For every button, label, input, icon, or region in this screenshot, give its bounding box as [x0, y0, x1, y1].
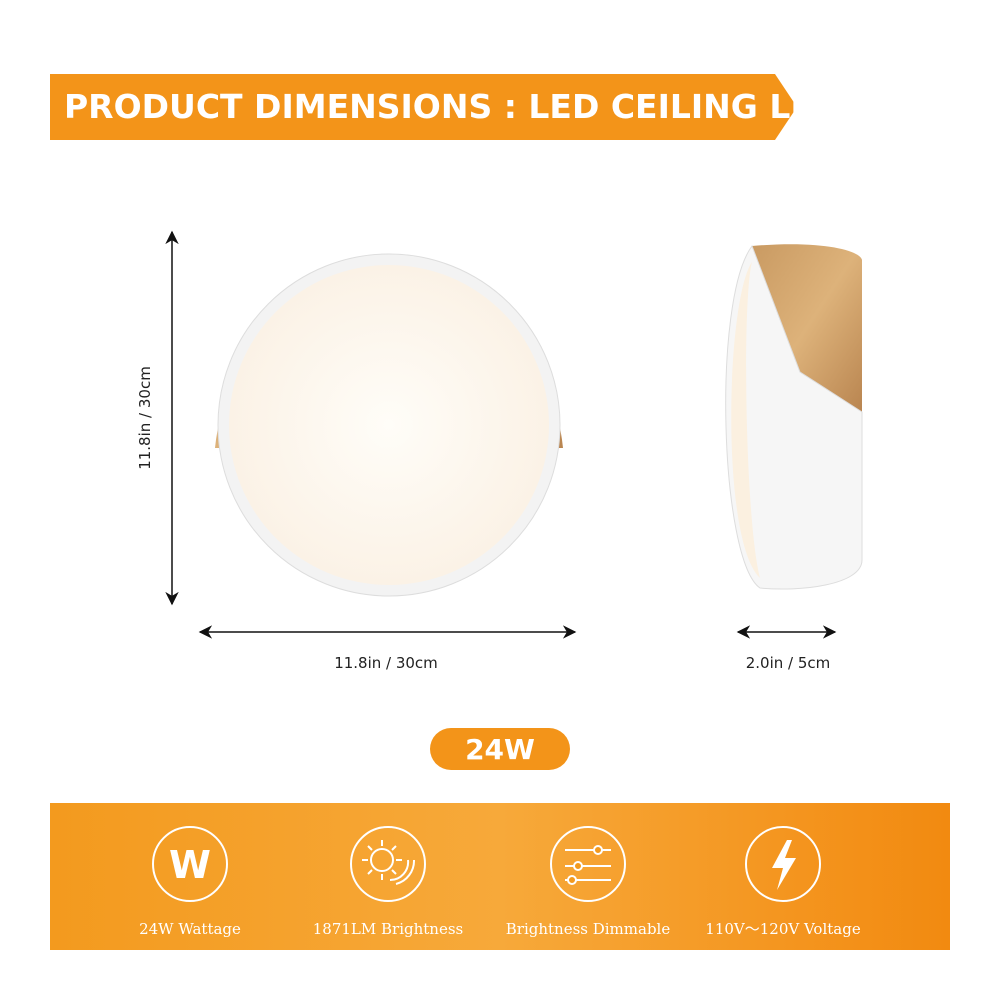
height-label: 11.8in / 30cm — [136, 366, 154, 470]
bolt-icon — [772, 840, 796, 890]
feature-label: 1871LM Brightness — [313, 920, 463, 938]
title-banner — [50, 74, 797, 140]
wattage-icon-text: W — [169, 843, 211, 887]
feature-label: 110V～120V Voltage — [705, 920, 861, 938]
feature-label: 24W Wattage — [139, 920, 241, 938]
width-label: 11.8in / 30cm — [334, 654, 438, 672]
side-wood — [752, 244, 862, 412]
feature-icons — [152, 826, 821, 902]
side-body — [725, 244, 863, 590]
badge-text: 24W — [465, 733, 535, 766]
feature-label: Brightness Dimmable — [506, 920, 671, 938]
badge — [430, 728, 570, 770]
depth-label: 2.0in / 5cm — [746, 654, 831, 672]
side-panel — [731, 262, 760, 578]
light-panel — [229, 265, 549, 585]
title: PRODUCT DIMENSIONS : LED CEILING LIGHT — [64, 87, 880, 126]
